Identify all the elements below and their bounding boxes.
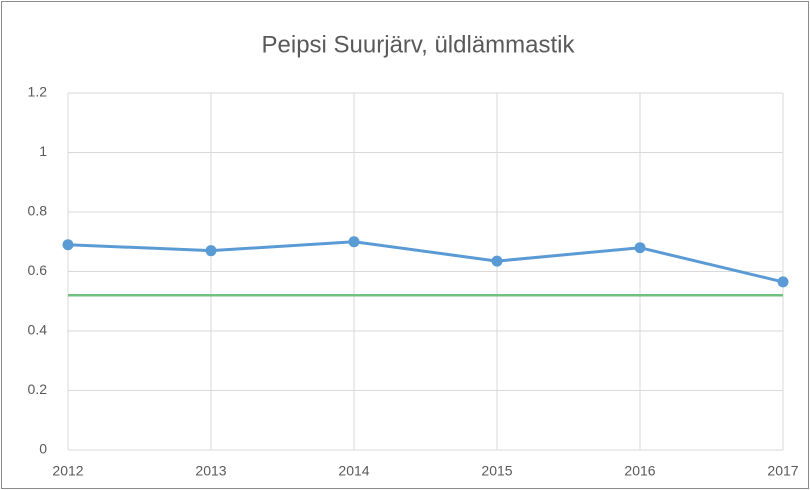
y-tick-label: 0.2 [28,381,48,397]
chart-title: Peipsi Suurjärv, üldlämmastik [262,31,576,58]
data-point [205,245,217,257]
y-tick-label: 0.6 [28,262,48,278]
x-tick-label: 2013 [195,463,226,479]
x-tick-label: 2015 [481,463,512,479]
y-tick-label: 1 [39,143,47,159]
y-tick-label: 0.8 [28,203,48,219]
data-point [777,276,789,288]
data-point [62,239,74,251]
x-tick-label: 2012 [52,463,83,479]
data-line [67,240,784,284]
data-point [491,255,503,267]
x-tick-label: 2014 [338,463,369,479]
y-tick-label: 0 [39,441,47,457]
y-tick-label: 0.4 [28,322,48,338]
data-point [634,242,646,254]
x-tick-label: 2016 [624,463,655,479]
data-point [348,236,360,248]
x-tick-label: 2017 [767,463,798,479]
y-tick-label: 1.2 [28,84,48,100]
